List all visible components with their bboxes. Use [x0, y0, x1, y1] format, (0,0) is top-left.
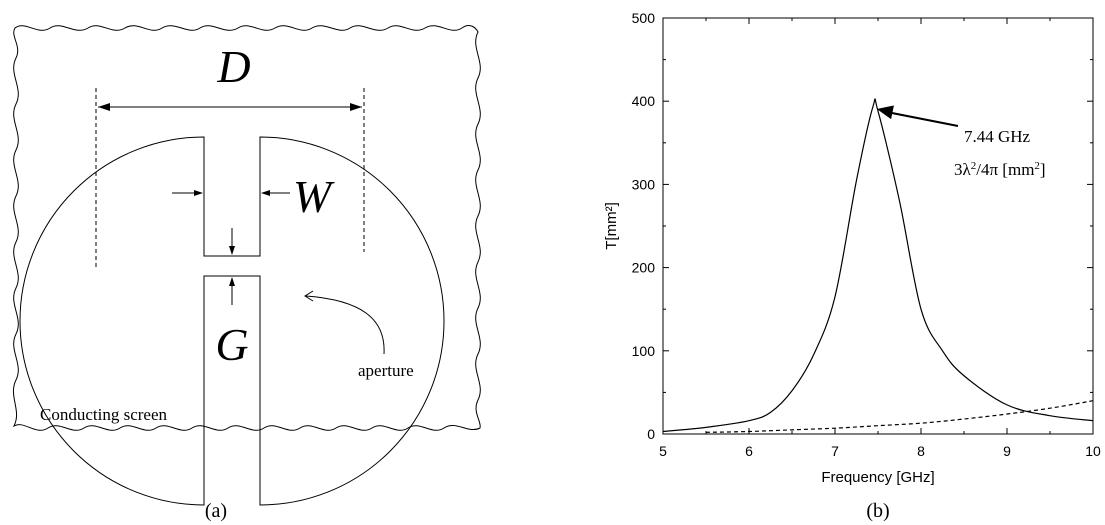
y-tick-label: 0	[647, 426, 655, 442]
x-tick-label: 10	[1085, 443, 1101, 459]
x-tick-label: 5	[659, 443, 667, 459]
y-tick-label: 400	[632, 93, 656, 109]
label-W: W	[293, 171, 335, 222]
annotation-arrow-line	[886, 111, 959, 127]
y-tick-label: 300	[632, 176, 656, 192]
label-aperture: aperture	[358, 361, 414, 380]
x-tick-label: 9	[1003, 443, 1011, 459]
label-conducting-screen: Conducting screen	[40, 405, 167, 424]
series-line-solid	[662, 98, 1094, 433]
x-tick-label: 6	[745, 443, 753, 459]
figure-b-chart: 5 6 7 8 9 10 0 100 200 300 400 500 7.44 GHz 3λ2/4π…	[603, 10, 1101, 522]
annotation-formula: 3λ2/4π [mm2]	[954, 160, 1046, 179]
y-axis-label: T[mm²]	[603, 202, 620, 249]
figure-a: D W G aperture Conducting screen (a)	[12, 25, 481, 522]
peak-annotation: 7.44 GHz 3λ2/4π [mm2]	[876, 105, 1046, 179]
y-axis-ticks: 0 100 200 300 400 500	[632, 10, 1093, 442]
caption-a: (a)	[205, 500, 227, 522]
x-tick-label: 7	[831, 443, 839, 459]
aperture-pointer-arrow	[305, 295, 385, 355]
aperture-outline	[19, 136, 445, 506]
y-tick-label: 500	[632, 10, 656, 26]
x-axis-label: Frequency [GHz]	[821, 469, 934, 486]
label-G: G	[215, 319, 248, 370]
conducting-screen-outline	[12, 25, 481, 431]
plot-area-frame	[662, 17, 1094, 435]
y-tick-label: 100	[632, 343, 656, 359]
label-D: D	[216, 41, 250, 92]
annotation-frequency: 7.44 GHz	[964, 127, 1031, 146]
y-tick-label: 200	[632, 260, 656, 276]
series-layer	[662, 98, 1094, 433]
caption-b: (b)	[866, 500, 889, 522]
annotation-arrow-head	[876, 105, 894, 120]
x-axis-ticks: 5 6 7 8 9 10	[659, 18, 1101, 459]
series-line-dashed	[705, 400, 1094, 433]
x-tick-label: 8	[917, 443, 925, 459]
